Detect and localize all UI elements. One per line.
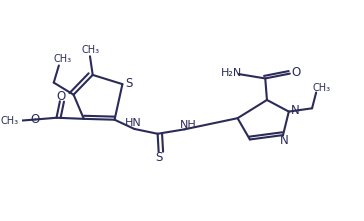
Text: CH₃: CH₃: [0, 116, 18, 126]
Text: CH₃: CH₃: [53, 54, 71, 64]
Text: N: N: [291, 104, 300, 117]
Text: CH₃: CH₃: [82, 45, 100, 55]
Text: NH: NH: [180, 120, 197, 130]
Text: S: S: [126, 76, 133, 90]
Text: HN: HN: [124, 118, 141, 128]
Text: S: S: [155, 151, 162, 164]
Text: O: O: [56, 90, 65, 103]
Text: O: O: [291, 66, 301, 79]
Text: H₂N: H₂N: [221, 68, 242, 78]
Text: O: O: [30, 112, 39, 126]
Text: CH₃: CH₃: [313, 83, 331, 93]
Text: N: N: [280, 134, 289, 147]
